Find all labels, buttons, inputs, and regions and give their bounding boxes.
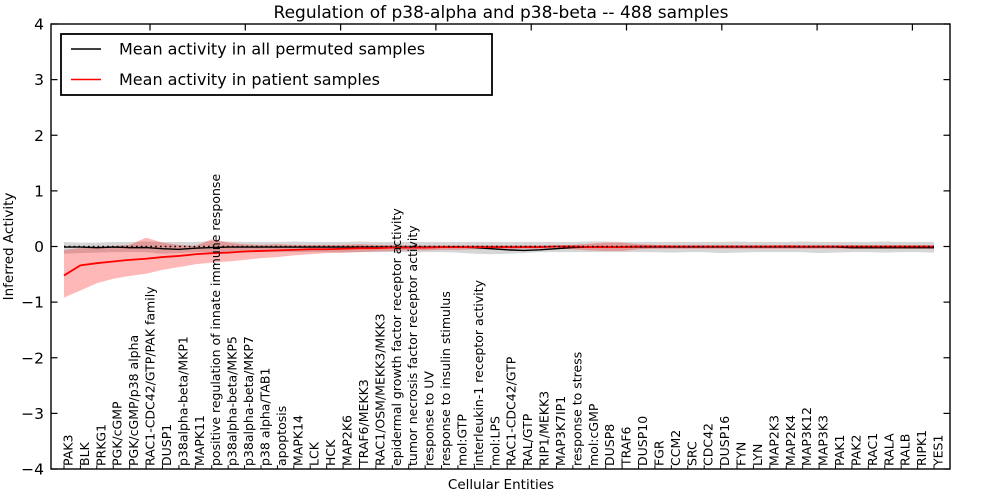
x-tick-label: RAC1 [865,433,880,466]
x-tick-label: p38alpha-beta/MKP5 [225,336,240,466]
y-tick-label: −4 [21,461,44,479]
x-tick-label: p38alpha-beta/MKP7 [241,336,256,466]
x-tick-label: FGR [651,440,666,466]
x-tick-label: mol:LPS [487,416,502,466]
x-tick-label: FYN [734,442,749,466]
x-tick-label: p38 alpha/TAB1 [257,368,272,466]
y-tick-label: −1 [21,294,44,312]
x-tick-label: HCK [323,439,338,466]
x-tick-label: RAC1/OSM/MEKK3/MKK3 [372,313,387,466]
x-tick-label: tumor necrosis factor receptor activity [405,225,420,466]
x-tick-label: RAL/GTP [520,413,535,466]
y-tick-label: 1 [34,182,44,200]
x-tick-label: DUSP10 [635,416,650,466]
x-tick-label: PAK1 [832,435,847,466]
x-tick-label: PGK/cGMP/p38 alpha [126,335,141,466]
x-tick-label: CDC42 [701,423,716,466]
x-tick-label: TRAF6/MEKK3 [356,379,371,467]
x-tick-label: PAK3 [61,435,76,466]
y-axis-label: Inferred Activity [1,193,17,301]
legend: Mean activity in all permuted samples Me… [60,33,493,96]
x-tick-label: DUSP8 [602,424,617,466]
legend-label-permuted: Mean activity in all permuted samples [119,40,425,59]
chart-title: Regulation of p38-alpha and p38-beta -- … [274,3,729,23]
x-tick-label: MAPK14 [290,415,305,466]
x-tick-label: LCK [307,441,322,466]
x-tick-label: MAPK11 [192,415,207,466]
band-patient [64,237,934,298]
x-tick-label: MAP2K6 [340,415,355,466]
x-tick-label: MAP2K3 [766,415,781,466]
x-tick-label: TRAF6 [619,426,634,467]
x-axis-label: Cellular Entities [448,477,554,493]
x-tick-label: response to UV [422,371,437,466]
x-tick-label: SRC [684,441,699,466]
x-tick-label: PAK2 [848,435,863,466]
x-tick-label: interleukin-1 receptor activity [471,279,486,466]
y-tick-label: −2 [21,349,44,367]
x-tick-label: MAP2K4 [783,415,798,466]
x-tick-label: YES1 [931,435,946,467]
x-tick-label: mol:cGMP [586,403,601,466]
x-tick-labels: PAK3 BLK PRKG1 PGK/cGMP PGK/cGMP/p38 alpha RA… [61,174,946,467]
x-tick-label: mol:GTP [454,414,469,466]
x-tick-label: p38alpha-beta/MKP1 [175,336,190,466]
y-tick-label: 2 [34,127,44,145]
x-tick-label: PRKG1 [93,424,108,466]
y-tick-label: −3 [21,405,44,423]
x-tick-label: epidermal growth factor receptor activit… [389,208,404,466]
legend-label-patient: Mean activity in patient samples [119,70,380,89]
x-tick-label: apoptosis [274,406,289,466]
y-tick-label: 4 [34,16,44,34]
x-tick-label: PGK/cGMP [110,401,125,466]
x-tick-label: RAC1-CDC42/GTP/PAK family [143,286,158,466]
x-tick-label: RAC1-CDC42/GTP [504,356,519,466]
x-tick-label: DUSP16 [717,416,732,466]
x-tick-label: MAP3K7IP1 [553,396,568,466]
x-tick-label: response to insulin stimulus [438,291,453,466]
mean-activity-lines [63,245,934,277]
x-tick-label: LYN [750,444,765,466]
y-tick-labels: 4 3 2 1 0 −1 −2 −3 −4 [21,16,44,479]
x-tick-label: BLK [77,441,92,466]
y-tick-label: 3 [34,71,44,89]
x-tick-label: response to stress [569,352,584,466]
axis-ticks [51,23,950,470]
x-tick-label: positive regulation of innate immune res… [208,174,223,466]
x-tick-label: DUSP1 [159,424,174,466]
x-tick-label: RIPK1 [914,430,929,466]
legend-box [60,33,493,96]
x-tick-label: MAP3K3 [816,415,831,466]
x-tick-label: CCM2 [668,430,683,466]
x-tick-label: RALB [898,434,913,466]
x-tick-label: RIP1/MEKK3 [537,391,552,466]
x-tick-label: RALA [881,433,896,466]
y-tick-label: 0 [34,238,44,256]
x-tick-label: MAP3K12 [799,407,814,466]
